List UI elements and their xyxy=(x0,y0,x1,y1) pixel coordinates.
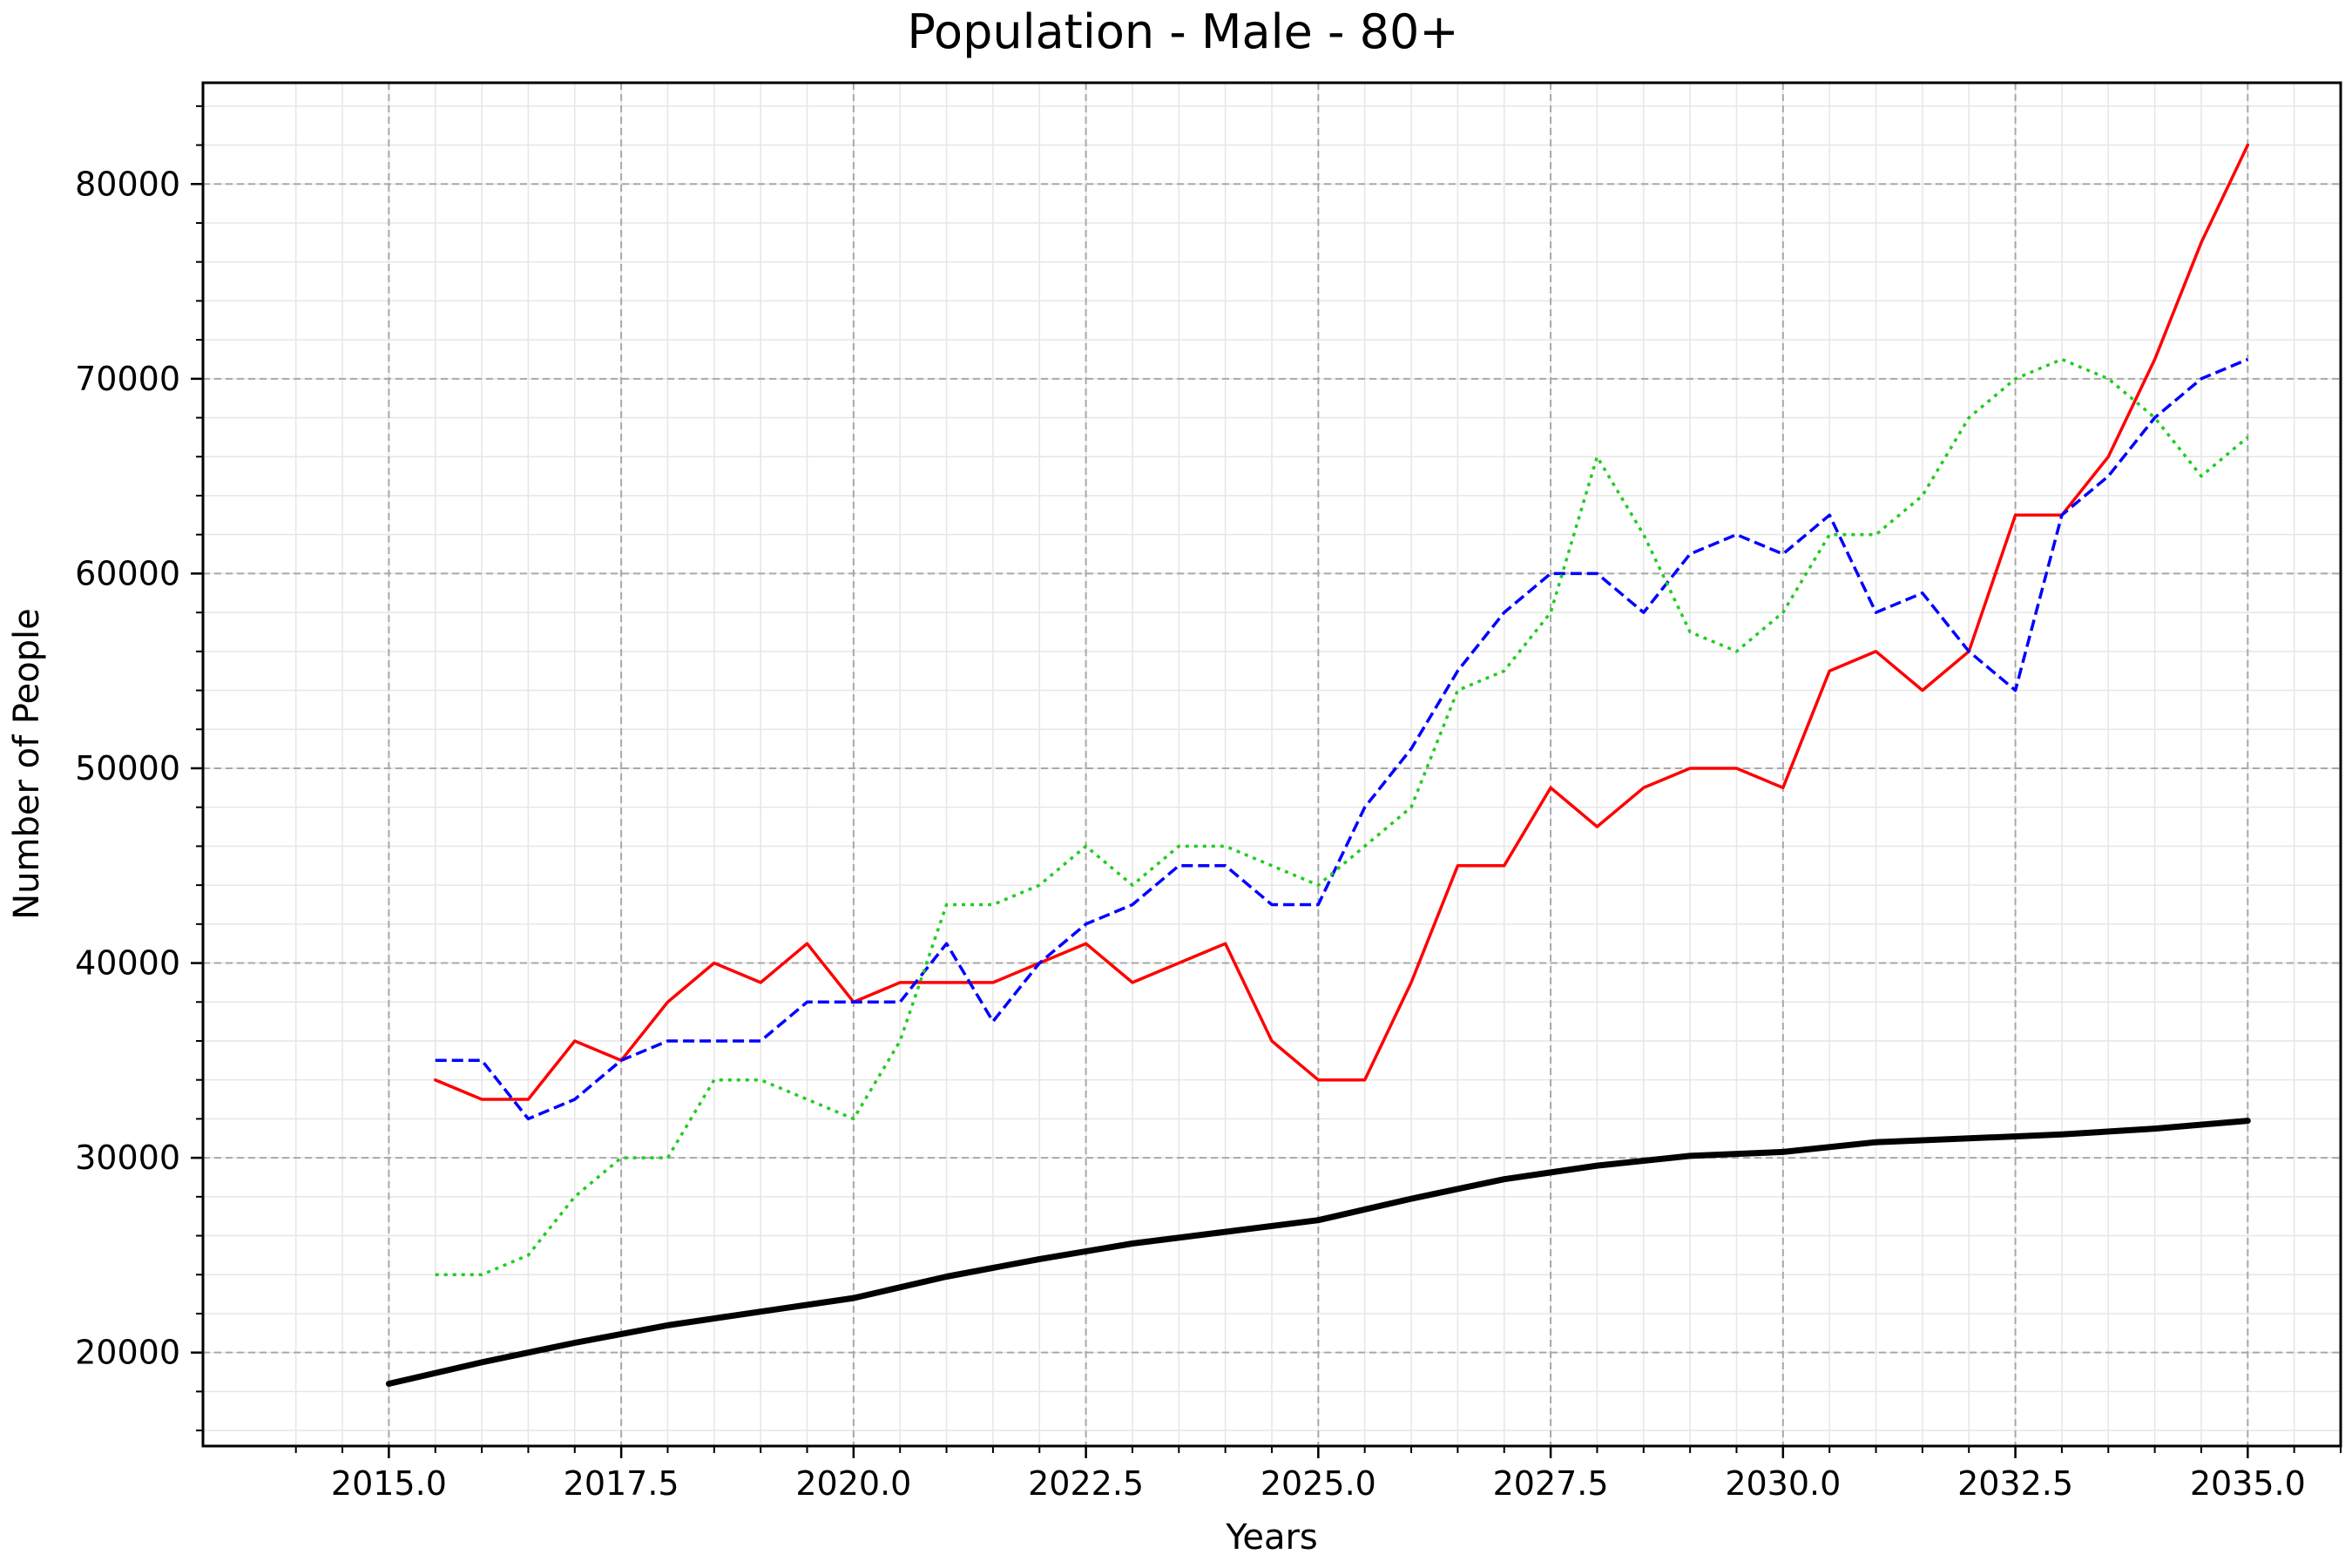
y-tick-label: 50000 xyxy=(75,749,180,787)
y-tick-label: 40000 xyxy=(75,944,180,983)
series-line-2 xyxy=(433,143,2250,1101)
x-tick-label: 2022.5 xyxy=(1028,1464,1144,1503)
axis-ticks xyxy=(191,105,2342,1458)
chart-title: Population - Male - 80+ xyxy=(907,4,1458,59)
x-tick-label: 2027.5 xyxy=(1493,1464,1609,1503)
x-tick-label: 2035.0 xyxy=(2190,1464,2306,1503)
x-tick-label: 2015.0 xyxy=(331,1464,447,1503)
y-tick-label: 70000 xyxy=(75,360,180,398)
x-tick-label: 2020.0 xyxy=(795,1464,911,1503)
x-tick-label: 2017.5 xyxy=(564,1464,679,1503)
series-line-4 xyxy=(435,357,2249,1277)
y-tick-label: 30000 xyxy=(75,1139,180,1177)
y-tick-label: 80000 xyxy=(75,165,180,203)
y-tick-label: 60000 xyxy=(75,554,180,592)
x-tick-label: 2032.5 xyxy=(1957,1464,2073,1503)
major-grid xyxy=(203,83,2341,1446)
tick-labels: 2015.0 2017.5 2020.0 2022.5 2025.0 2027.5 2030… xyxy=(75,165,2306,1503)
y-axis-label: Number of People xyxy=(7,608,47,920)
series-line-1 xyxy=(385,1118,2251,1387)
x-tick-label: 2030.0 xyxy=(1725,1464,1841,1503)
x-tick-label: 2025.0 xyxy=(1260,1464,1376,1503)
series-line-3 xyxy=(435,357,2248,1121)
series-layer xyxy=(385,143,2251,1387)
y-tick-label: 20000 xyxy=(75,1334,180,1372)
x-axis-label: Years xyxy=(1225,1517,1318,1558)
